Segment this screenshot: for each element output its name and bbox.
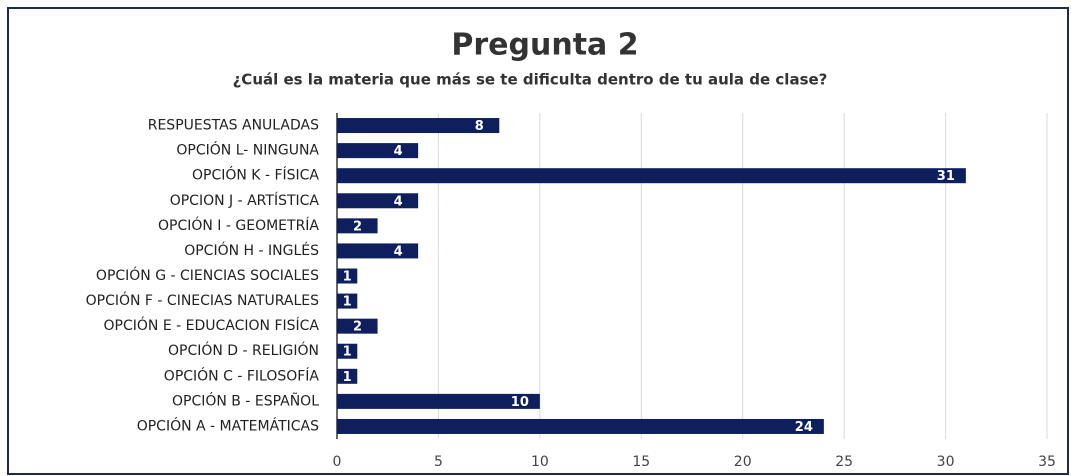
data-label: 10 [511, 395, 529, 410]
bar [337, 118, 500, 134]
y-tick-label: OPCION J - ARTÍSTICA [170, 192, 320, 209]
y-tick-label: OPCIÓN L- NINGUNA [176, 141, 319, 159]
bar [337, 268, 358, 284]
data-label: 1 [343, 370, 352, 385]
bar [337, 368, 358, 384]
data-label: 2 [353, 219, 362, 234]
y-tick-label: OPCIÓN E - EDUCACION FISÍCA [104, 316, 320, 334]
y-tick-label: OPCIÓN F - CINECIAS NATURALES [86, 291, 319, 309]
bar [337, 393, 540, 409]
x-tick-label: 20 [734, 454, 752, 470]
data-label: 31 [937, 169, 955, 184]
chart-title: Pregunta 2 [451, 28, 638, 63]
y-tick-label: OPCIÓN D - RELIGIÓN [168, 341, 319, 359]
y-tick-label: OPCIÓN G - CIENCIAS SOCIALES [96, 266, 319, 284]
data-label: 8 [475, 119, 484, 134]
y-tick-label: OPCIÓN H - INGLÉS [184, 241, 319, 259]
bar [337, 193, 419, 209]
data-label: 4 [394, 244, 403, 259]
y-tick-label: OPCIÓN C - FILOSOFÍA [164, 366, 320, 384]
chart-subtitle: ¿Cuál es la materia que más se te dificu… [233, 71, 828, 89]
bar [337, 143, 419, 159]
bar [337, 243, 419, 259]
data-label: 1 [343, 345, 352, 360]
x-tick-label: 25 [835, 454, 853, 470]
x-tick-label: 5 [434, 454, 443, 470]
x-tick-label: 35 [1038, 454, 1056, 470]
data-label: 1 [343, 270, 352, 285]
bar [337, 293, 358, 309]
data-label: 1 [343, 295, 352, 310]
y-tick-label: OPCIÓN I - GEOMETRÍA [158, 216, 319, 234]
bar [337, 218, 378, 234]
bar [337, 418, 824, 434]
x-tick-label: 0 [333, 454, 342, 470]
y-tick-label: OPCIÓN B - ESPAÑOL [172, 391, 319, 409]
bar [337, 168, 966, 184]
y-tick-label: OPCIÓN K - FÍSICA [192, 166, 319, 184]
data-label: 4 [394, 144, 403, 159]
data-label: 24 [795, 420, 813, 435]
bar [337, 318, 378, 334]
data-label: 2 [353, 320, 362, 335]
x-tick-label: 30 [937, 454, 955, 470]
x-tick-label: 10 [531, 454, 549, 470]
bar [337, 343, 358, 359]
x-tick-label: 15 [632, 454, 650, 470]
y-tick-label: OPCIÓN A - MATEMÁTICAS [137, 416, 319, 434]
data-label: 4 [394, 194, 403, 209]
y-tick-label: RESPUESTAS ANULADAS [148, 118, 319, 134]
